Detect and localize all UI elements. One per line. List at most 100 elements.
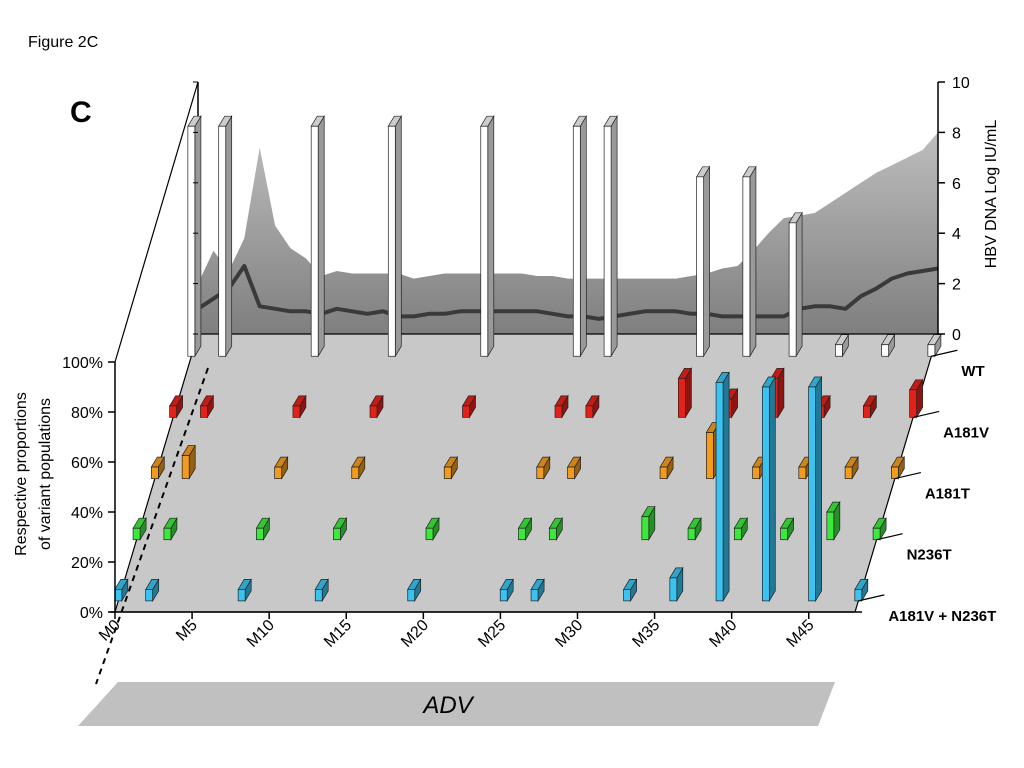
row-tick	[858, 594, 885, 602]
m0-dashed-line	[95, 367, 209, 685]
bar-side	[487, 114, 495, 358]
y-axis-label: of variant populations	[37, 398, 54, 550]
load-axis-label: HBV DNA Log IU/mL	[983, 120, 1000, 269]
bar-front	[872, 527, 881, 541]
x-axis-tick-label: M25	[475, 617, 509, 651]
bar-side	[795, 211, 803, 358]
bar-side	[394, 114, 402, 358]
x-axis-tick-label: M15	[321, 617, 355, 651]
bar-a181v	[461, 394, 477, 419]
therapy-label: ADV	[421, 692, 474, 719]
bar-wt	[788, 211, 803, 358]
row-label: A181V	[943, 424, 989, 441]
bar-side	[768, 375, 776, 603]
side-wall-top-edge	[114, 81, 199, 363]
bar-front	[499, 589, 508, 602]
bar-a181v	[554, 394, 569, 419]
bar-front	[548, 527, 557, 541]
bar-front	[881, 344, 889, 357]
bar-wt	[387, 114, 402, 358]
bar-front	[554, 405, 563, 418]
bar-wt	[218, 114, 233, 358]
bar-front	[536, 466, 545, 479]
bar-a181v-n236t	[761, 375, 776, 603]
bar-front	[351, 466, 360, 479]
bar-front	[788, 222, 797, 357]
bar-side	[225, 114, 233, 358]
load-axis-tick-label: 2	[952, 277, 961, 294]
bar-a181v-n236t	[499, 578, 514, 603]
bar-wt	[572, 114, 587, 358]
bar-side	[703, 165, 710, 358]
x-axis-tick-label: M5	[173, 617, 201, 645]
bar-side	[610, 114, 618, 358]
bar-front	[705, 432, 714, 479]
therapy-layer: ADV	[78, 682, 835, 726]
bar-front	[752, 466, 760, 479]
bar-front	[181, 455, 190, 479]
bar-a181v-n236t	[407, 578, 422, 603]
load-axis-tick-label: 8	[952, 125, 961, 142]
bar-wt	[695, 165, 711, 358]
bar-n236t	[425, 516, 440, 541]
bar-a181v-n236t	[715, 371, 730, 603]
x-axis-tick-label: M20	[398, 617, 432, 651]
bar-front	[715, 382, 724, 602]
bar-front	[603, 125, 612, 357]
bar-front	[145, 589, 154, 602]
bar-front	[443, 466, 452, 479]
bar-front	[407, 589, 416, 602]
bar-side	[815, 375, 822, 603]
row-tick	[912, 410, 940, 418]
panel-label: C	[70, 96, 92, 129]
figure-label: Figure 2C	[28, 34, 99, 51]
bar-front	[187, 125, 196, 357]
bar-front	[256, 527, 264, 541]
bar-a181v	[369, 394, 384, 419]
bar-front	[114, 589, 123, 602]
load-axis-tick-label: 4	[952, 226, 961, 243]
bar-a181t	[536, 455, 551, 480]
bar-front	[623, 589, 631, 602]
bar-n236t	[255, 516, 271, 541]
bar-a181t	[890, 455, 905, 480]
bar-a181v	[862, 394, 878, 419]
bar-front	[310, 125, 319, 357]
bar-front	[742, 176, 751, 357]
bar-front	[200, 405, 208, 418]
bar-front	[169, 405, 177, 418]
bar-side	[749, 165, 757, 358]
bar-front	[387, 125, 396, 357]
bar-a181v-n236t	[622, 578, 638, 603]
x-axis-tick-label: M10	[244, 617, 278, 651]
bar-a181v-n236t	[314, 578, 329, 603]
row-label: A181T	[925, 486, 970, 503]
bar-a181v	[292, 394, 307, 419]
bar-front	[292, 405, 301, 418]
bar-wt	[880, 333, 896, 358]
bar-front	[890, 466, 899, 479]
bar-front	[927, 344, 936, 357]
bar-wt	[310, 114, 325, 358]
x-axis-tick-label: M30	[552, 617, 586, 651]
bar-front	[826, 511, 835, 541]
bar-side	[194, 114, 202, 358]
bar-front	[518, 527, 526, 541]
bar-n236t	[163, 516, 178, 541]
load-axis-tick-label: 0	[952, 327, 961, 344]
x-axis-tick-label: M45	[784, 617, 818, 651]
row-tick	[894, 471, 921, 480]
y-axis-tick-label: 0%	[80, 605, 103, 622]
bar-side	[317, 114, 325, 358]
panel-layer	[114, 81, 939, 363]
bar-front	[585, 405, 594, 418]
bar-front	[641, 516, 650, 541]
x-axis-tick-label: M35	[629, 617, 663, 651]
bar-front	[835, 344, 843, 357]
load-axis-tick-label: 10	[952, 75, 970, 92]
bar-front	[150, 466, 159, 479]
bar-a181v-n236t	[807, 375, 823, 603]
bar-front	[780, 527, 788, 541]
x-axis-tick-label: M40	[706, 617, 740, 651]
bar-front	[462, 405, 470, 418]
